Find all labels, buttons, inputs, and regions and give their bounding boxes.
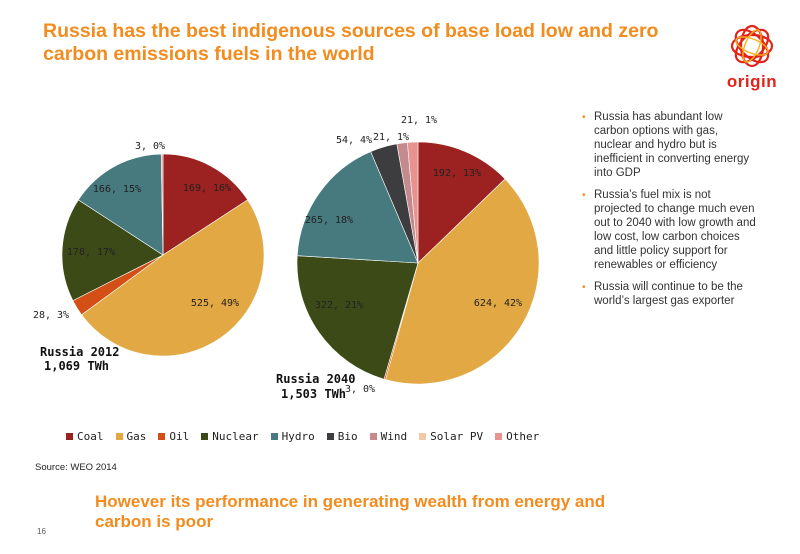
legend-swatch: [326, 433, 334, 440]
bullet-list: • Russia has abundant low carbon options…: [582, 110, 757, 316]
logo-wordmark: origin: [726, 72, 778, 91]
legend-label: Nuclear: [212, 430, 259, 443]
legend-swatch: [419, 433, 427, 440]
legend-item: Nuclear: [201, 430, 259, 443]
pie-slice-gas: [81, 199, 265, 357]
slice-label: 21, 1%: [401, 115, 437, 126]
bullet-text: Russia’s fuel mix is not projected to ch…: [594, 189, 756, 271]
slice-label: 624, 42%: [474, 298, 522, 309]
legend-item: Oil: [158, 430, 189, 443]
pie-slice-nuclear: [296, 255, 419, 380]
slice-label: 21, 1%: [373, 132, 409, 143]
pie-slice-hydro: [296, 151, 419, 264]
bullet-text: Russia will continue to be the world’s l…: [594, 281, 743, 307]
pie-slice-other: [407, 141, 419, 264]
legend-label: Coal: [77, 430, 104, 443]
legend-label: Other: [506, 430, 540, 443]
slice-label: 166, 15%: [93, 184, 141, 195]
legend-item: Wind: [369, 430, 408, 443]
legend-item: Gas: [115, 430, 147, 443]
legend-swatch: [115, 433, 123, 440]
slice-label: 525, 49%: [191, 298, 239, 309]
legend-item: Hydro: [270, 430, 315, 443]
slice-label: 3, 0%: [135, 141, 165, 152]
slice-label: 265, 18%: [305, 215, 353, 226]
slice-label: 28, 3%: [33, 310, 69, 321]
legend-label: Gas: [126, 430, 147, 443]
source-note: Source: WEO 2014: [35, 462, 117, 473]
legend-label: Solar PV: [430, 430, 484, 443]
footer-title: However its performance in generating we…: [95, 492, 606, 531]
chart-title: Russia 2040: [276, 372, 355, 386]
origin-rings-icon: [730, 24, 774, 68]
legend-item: Solar PV: [419, 430, 483, 443]
slice-label: 54, 4%: [336, 135, 372, 146]
bullet-dot-icon: •: [582, 282, 586, 293]
slice-label: 322, 21%: [315, 300, 363, 311]
legend-label: Oil: [169, 430, 190, 443]
slice-label: 178, 17%: [67, 247, 115, 258]
pie-slice-coal: [417, 141, 506, 264]
chart-subtitle: 1,503 TWh: [281, 387, 346, 401]
pie-slice-gas: [385, 178, 540, 385]
slice-label: 169, 16%: [183, 183, 231, 194]
bullet-item: • Russia’s fuel mix is not projected to …: [582, 188, 757, 272]
legend-swatch: [66, 433, 73, 440]
chart-subtitle: 1,069 TWh: [44, 359, 109, 373]
slice-label: 3, 0%: [345, 384, 375, 395]
bullet-dot-icon: •: [582, 190, 586, 201]
chart-legend: Coal Gas Oil Nuclear Hydro Bio Wind Solar PV Oth…: [66, 430, 551, 443]
legend-label: Hydro: [281, 430, 315, 443]
legend-swatch: [369, 433, 377, 440]
slide-title: Russia has the best indigenous sources o…: [43, 20, 659, 65]
bullet-item: • Russia has abundant low carbon options…: [582, 110, 757, 180]
pie-slice-nuclear: [61, 199, 164, 302]
bullet-dot-icon: •: [582, 112, 586, 123]
page-number: 16: [37, 527, 46, 536]
origin-logo: origin: [722, 20, 782, 100]
legend-swatch: [201, 433, 209, 440]
pie-slice-hydro: [77, 153, 164, 256]
legend-item: Coal: [66, 430, 104, 443]
chart-title: Russia 2012: [40, 345, 119, 359]
legend-swatch: [495, 433, 503, 440]
legend-swatch: [270, 433, 278, 440]
pie-slice-coal: [162, 153, 249, 256]
legend-label: Bio: [337, 430, 358, 443]
legend-item: Other: [495, 430, 539, 443]
legend-item: Bio: [326, 430, 358, 443]
legend-swatch: [158, 433, 166, 440]
slice-label: 192, 13%: [433, 168, 481, 179]
bullet-item: • Russia will continue to be the world’s…: [582, 280, 757, 308]
pie-slice-other: [160, 153, 164, 256]
bullet-text: Russia has abundant low carbon options w…: [594, 111, 750, 179]
legend-label: Wind: [380, 430, 408, 443]
